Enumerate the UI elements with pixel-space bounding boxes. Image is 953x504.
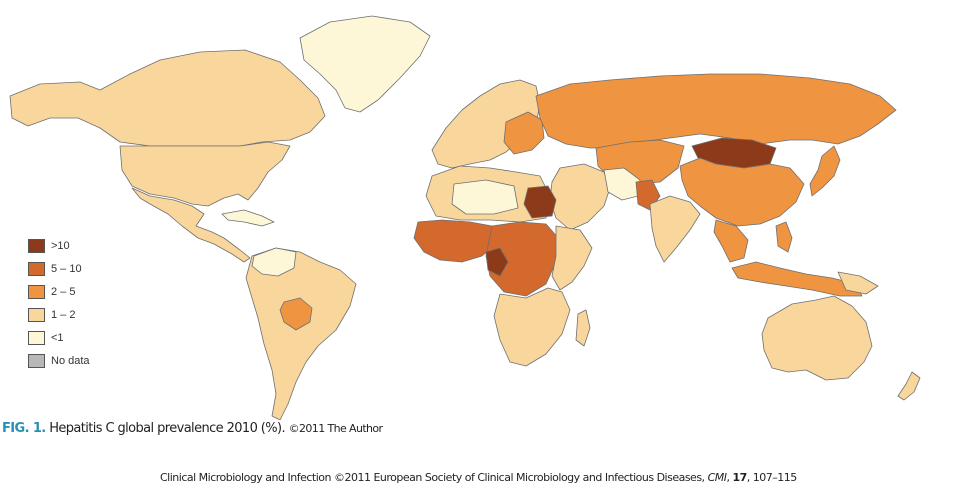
region-usa [119, 141, 291, 207]
world-prevalence-map [9, 15, 921, 420]
footer-sep: , [726, 471, 733, 484]
region-japan [809, 145, 841, 197]
region-bolivia [279, 297, 313, 331]
legend-swatch [28, 284, 45, 299]
region-egypt [523, 185, 557, 219]
figure-label: FIG. 1. [2, 421, 46, 436]
region-australia [761, 295, 873, 381]
legend-label: No data [51, 354, 90, 367]
legend-item-no-data: No data [28, 349, 90, 372]
region-caribbean [221, 209, 275, 227]
region-madagascar [575, 309, 591, 347]
region-india [649, 195, 701, 263]
legend-label: 5 – 10 [51, 262, 82, 275]
journal-footer: Clinical Microbiology and Infection ©201… [160, 471, 797, 484]
region-new-zealand [897, 371, 921, 401]
region-greenland [299, 15, 431, 113]
footer-abbr: CMI [707, 471, 727, 484]
region-russia [535, 73, 897, 149]
legend-swatch [28, 307, 45, 322]
footer-pages: , 107–115 [746, 471, 797, 484]
region-middle-east [549, 163, 611, 231]
legend-swatch [28, 353, 45, 368]
footer-volume: 17 [732, 471, 747, 484]
region-mexico-central-america [131, 187, 251, 263]
region-china [679, 157, 805, 227]
region-papua-new-guinea [837, 271, 879, 295]
region-indonesia [731, 261, 863, 297]
legend-item-gt10: >10 [28, 234, 90, 257]
legend-item-5-10: 5 – 10 [28, 257, 90, 280]
region-sahara [451, 179, 519, 215]
region-philippines [775, 221, 793, 253]
caption-copyright: ©2011 The Author [288, 422, 383, 435]
caption-text: Hepatitis C global prevalence 2010 (%). [49, 421, 286, 436]
region-cameroon [485, 247, 509, 277]
region-east-africa [551, 225, 593, 291]
legend-item-2-5: 2 – 5 [28, 280, 90, 303]
figure-caption: FIG. 1. Hepatitis C global prevalence 20… [2, 421, 383, 436]
legend-swatch [28, 238, 45, 253]
region-northern-south-america [251, 247, 297, 277]
legend-label: 1 – 2 [51, 308, 76, 321]
region-southeast-asia [713, 219, 749, 263]
region-eastern-europe [503, 111, 545, 155]
footer-journal: Clinical Microbiology and Infection ©201… [160, 471, 708, 484]
region-west-africa [413, 219, 497, 263]
legend-label: <1 [51, 331, 64, 344]
map-legend: >10 5 – 10 2 – 5 1 – 2 <1 No data [28, 234, 90, 372]
legend-label: 2 – 5 [51, 285, 76, 298]
legend-item-1-2: 1 – 2 [28, 303, 90, 326]
legend-label: >10 [51, 239, 70, 252]
legend-item-lt1: <1 [28, 326, 90, 349]
region-southern-africa [493, 287, 571, 367]
region-south-america [245, 247, 357, 420]
legend-swatch [28, 330, 45, 345]
region-north-america-north [9, 49, 326, 147]
legend-swatch [28, 261, 45, 276]
